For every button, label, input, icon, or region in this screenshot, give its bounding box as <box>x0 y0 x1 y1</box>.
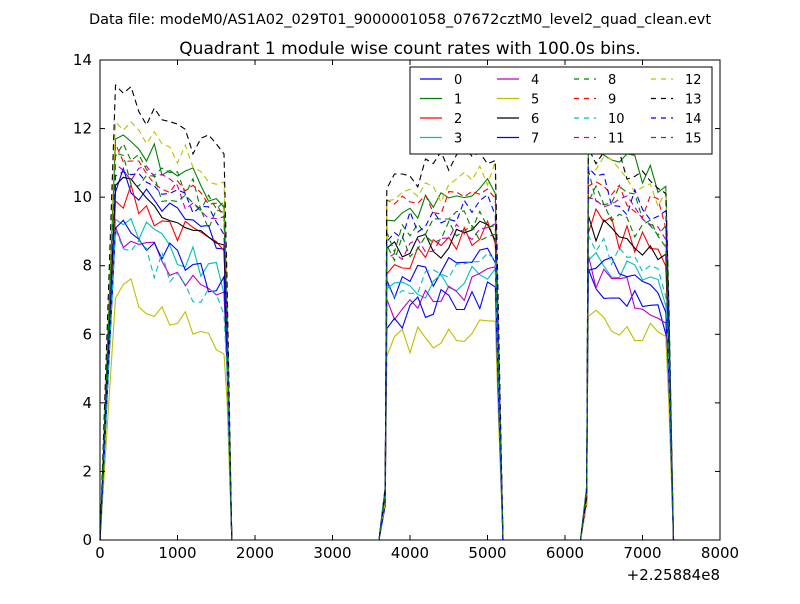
y-tick-label-3: 6 <box>82 325 92 343</box>
x-tick-label-6: 6000 <box>546 544 584 562</box>
series-line-10 <box>99 229 675 541</box>
legend-label-10: 10 <box>608 112 625 127</box>
y-tick-label-0: 0 <box>82 531 92 549</box>
legend-label-6: 6 <box>531 112 539 127</box>
series-line-11 <box>99 163 675 541</box>
legend-box <box>409 66 713 155</box>
series-line-1 <box>99 134 675 541</box>
legend-label-14: 14 <box>685 112 702 127</box>
figure-suptitle: Data file: modeM0/AS1A02_029T01_90000010… <box>89 12 711 28</box>
series-line-4 <box>99 226 675 541</box>
series-line-9 <box>99 143 675 541</box>
legend-label-15: 15 <box>685 132 702 147</box>
legend-label-2: 2 <box>454 112 462 127</box>
legend-label-4: 4 <box>531 73 539 88</box>
y-tick-label-5: 10 <box>73 188 92 206</box>
legend-label-11: 11 <box>608 132 625 147</box>
series-line-7 <box>99 219 675 541</box>
x-tick-label-1: 1000 <box>158 544 196 562</box>
legend-label-9: 9 <box>608 93 616 108</box>
legend-label-1: 1 <box>454 93 462 108</box>
series-line-0 <box>99 166 675 541</box>
y-tick-label-1: 2 <box>82 462 92 480</box>
x-tick-label-3: 3000 <box>313 544 351 562</box>
series-line-15 <box>99 152 675 541</box>
chart-title: Quadrant 1 module wise count rates with … <box>179 39 640 59</box>
x-offset-label: +2.25884e8 <box>627 566 720 584</box>
axes-layer: 0 1000 2000 3000 4000 5000 6000 7000 80000246810… <box>73 51 739 562</box>
legend-label-5: 5 <box>531 93 539 108</box>
series-line-14 <box>99 165 675 541</box>
x-tick-label-7: 7000 <box>623 544 661 562</box>
y-tick-label-7: 14 <box>73 51 92 69</box>
x-tick-label-2: 2000 <box>236 544 274 562</box>
legend-label-7: 7 <box>531 132 539 147</box>
legend-label-12: 12 <box>685 73 702 88</box>
legend-label-13: 13 <box>685 93 702 108</box>
x-tick-label-8: 8000 <box>701 544 739 562</box>
legend-label-8: 8 <box>608 73 616 88</box>
x-tick-label-4: 4000 <box>391 544 429 562</box>
series-line-3 <box>99 217 675 541</box>
series-line-6 <box>99 176 675 541</box>
legend-label-0: 0 <box>454 73 462 88</box>
series-line-12 <box>99 120 675 541</box>
x-tick-label-0: 0 <box>95 544 105 562</box>
legend-label-3: 3 <box>454 132 462 147</box>
series-line-5 <box>99 277 675 541</box>
y-tick-label-6: 12 <box>73 120 92 138</box>
y-tick-label-4: 8 <box>82 257 92 275</box>
y-tick-label-2: 4 <box>82 394 92 412</box>
x-tick-label-5: 5000 <box>468 544 506 562</box>
